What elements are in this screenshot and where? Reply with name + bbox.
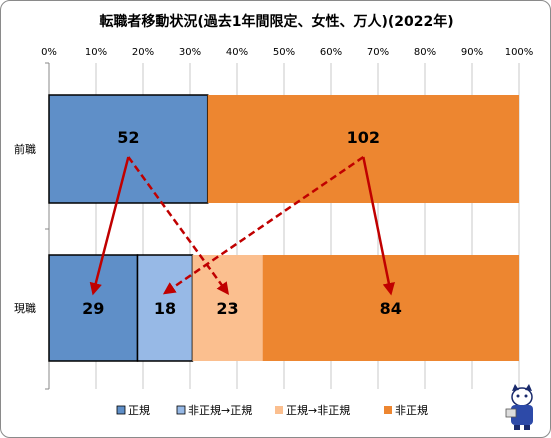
category-label: 現職 xyxy=(14,302,36,315)
x-tick-label: 60% xyxy=(320,47,342,58)
data-label: 23 xyxy=(216,299,238,318)
x-tick-label: 40% xyxy=(226,47,248,58)
data-label: 102 xyxy=(347,128,380,147)
legend-label: 非正規→正規 xyxy=(188,403,252,417)
x-tick-label: 70% xyxy=(367,47,389,58)
category-label: 前職 xyxy=(14,142,36,156)
data-label: 52 xyxy=(117,128,139,147)
legend-swatch xyxy=(275,406,283,414)
bars xyxy=(48,94,519,362)
data-label: 84 xyxy=(380,299,402,318)
legend-swatch xyxy=(176,405,186,415)
x-tick-label: 30% xyxy=(179,47,201,58)
flow-arrow xyxy=(362,156,395,296)
x-tick-label: 100% xyxy=(505,47,534,58)
legend-label: 正規 xyxy=(128,403,150,417)
flow-arrow xyxy=(162,155,365,295)
bar-segment xyxy=(48,254,139,362)
x-tick-label: 80% xyxy=(414,47,436,58)
x-tick-label: 0% xyxy=(41,47,57,58)
flow-arrows xyxy=(89,155,395,296)
flow-arrow xyxy=(127,156,230,296)
bar-segment xyxy=(48,94,209,204)
x-tick-label: 50% xyxy=(273,47,295,58)
x-tick-label: 90% xyxy=(461,47,483,58)
chart-title: 転職者移動状況(過去1年間限定、女性、万人)(2022年) xyxy=(99,14,454,30)
bar-segment xyxy=(262,255,519,361)
flow-arrow xyxy=(89,156,130,296)
legend-label: 非正規 xyxy=(395,403,428,417)
legend-label: 正規→非正規 xyxy=(286,403,350,417)
legend-swatch xyxy=(384,406,392,414)
bar-segment xyxy=(207,95,519,203)
bar-segment xyxy=(192,255,263,361)
x-tick-label: 10% xyxy=(85,47,107,58)
legend: 正規 非正規→正規 正規→非正規 非正規 xyxy=(116,403,428,417)
data-labels: 52 102 29 18 23 84 xyxy=(82,128,402,318)
data-label: 29 xyxy=(82,299,104,318)
mascot-icon xyxy=(505,384,533,430)
data-label: 18 xyxy=(154,299,176,318)
legend-swatch xyxy=(116,405,126,415)
x-tick-label: 20% xyxy=(132,47,154,58)
